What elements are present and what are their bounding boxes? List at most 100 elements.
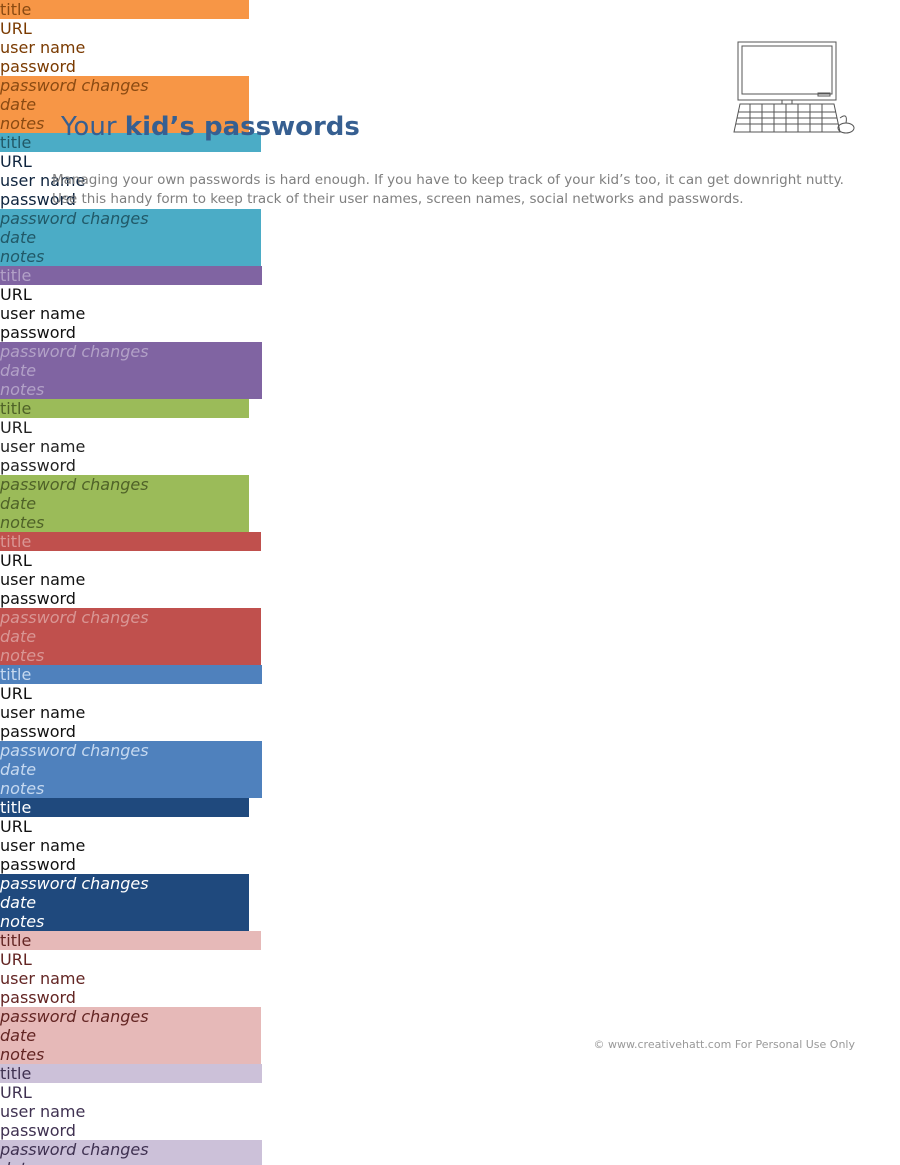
field-label: title bbox=[0, 931, 32, 950]
form-row: URL bbox=[0, 418, 249, 437]
form-row: password bbox=[0, 456, 249, 475]
field-label: user name bbox=[0, 38, 86, 57]
form-row: user name bbox=[0, 836, 249, 855]
field-label: title bbox=[0, 133, 32, 152]
password-card: title URL user name password password change… bbox=[0, 399, 249, 532]
field-label: title bbox=[0, 532, 32, 551]
form-row: URL bbox=[0, 1083, 262, 1102]
field-label: password bbox=[0, 988, 76, 1007]
form-row: password bbox=[0, 722, 262, 741]
field-label: URL bbox=[0, 418, 32, 437]
form-row: title bbox=[0, 133, 261, 152]
field-label: password bbox=[0, 323, 76, 342]
field-label: URL bbox=[0, 950, 32, 969]
field-label: password changes bbox=[0, 1007, 149, 1026]
form-row: title bbox=[0, 532, 261, 551]
link[interactable]: www.creativehatt.com bbox=[608, 1038, 732, 1051]
password-card: title URL user name password password change… bbox=[0, 665, 262, 798]
field-label: URL bbox=[0, 551, 32, 570]
field-label: password bbox=[0, 190, 76, 209]
password-card: title URL user name password password change… bbox=[0, 798, 249, 931]
field-label: password changes bbox=[0, 608, 149, 627]
form-row: user name bbox=[0, 171, 261, 190]
form-row: notes bbox=[0, 114, 249, 133]
password-card: title URL user name password password change… bbox=[0, 0, 249, 133]
field-label: password bbox=[0, 1121, 76, 1140]
form-row: user name bbox=[0, 570, 261, 589]
field-label: notes bbox=[0, 380, 45, 399]
field-label: date bbox=[0, 1026, 37, 1045]
field-label: password changes bbox=[0, 1140, 149, 1159]
form-row: notes bbox=[0, 247, 261, 266]
computer-icon bbox=[733, 41, 855, 134]
password-card: title URL user name password password change… bbox=[0, 1064, 262, 1165]
form-row: user name bbox=[0, 38, 249, 57]
form-row: title bbox=[0, 665, 262, 684]
field-label: user name bbox=[0, 171, 86, 190]
field-label: date bbox=[0, 760, 37, 779]
field-label: URL bbox=[0, 817, 32, 836]
field-label: URL bbox=[0, 152, 32, 171]
field-label: user name bbox=[0, 703, 86, 722]
field-label: notes bbox=[0, 114, 45, 133]
field-label: user name bbox=[0, 437, 86, 456]
field-label: title bbox=[0, 399, 32, 418]
field-label: date bbox=[0, 228, 37, 247]
password-card: title URL user name password password change… bbox=[0, 931, 261, 1064]
form-row: password bbox=[0, 1121, 262, 1140]
form-row: password bbox=[0, 190, 261, 209]
form-row: user name bbox=[0, 969, 261, 988]
field-label: notes bbox=[0, 779, 45, 798]
form-row: title bbox=[0, 266, 262, 285]
field-label: date bbox=[0, 1159, 36, 1165]
field-label: password changes bbox=[0, 76, 149, 95]
field-label: user name bbox=[0, 304, 86, 323]
date-column: date bbox=[0, 494, 249, 513]
form-row: user name bbox=[0, 1102, 262, 1121]
field-label: notes bbox=[0, 646, 45, 665]
form-row: title bbox=[0, 0, 249, 19]
form-row: URL bbox=[0, 285, 262, 304]
field-label: title bbox=[0, 266, 32, 285]
form-row: user name bbox=[0, 304, 262, 323]
form-row: URL bbox=[0, 950, 261, 969]
date-column: date bbox=[0, 361, 262, 380]
field-label: password bbox=[0, 589, 76, 608]
field-label: date bbox=[0, 627, 37, 646]
title-regular: Your bbox=[61, 112, 117, 142]
field-label: URL bbox=[0, 19, 32, 38]
field-label: notes bbox=[0, 513, 45, 532]
footer: © www.creativehatt.com For Personal Use … bbox=[594, 1038, 855, 1051]
date-column: date bbox=[0, 95, 249, 114]
form-row: URL bbox=[0, 152, 261, 171]
field-label: notes bbox=[0, 1045, 45, 1064]
form-row: password bbox=[0, 323, 262, 342]
title-bold: kid’s passwords bbox=[124, 112, 360, 142]
title: Your kid’s passwords bbox=[61, 112, 360, 142]
field-label: password changes bbox=[0, 342, 149, 361]
form-row: password bbox=[0, 57, 249, 76]
field-label: user name bbox=[0, 1102, 86, 1121]
form-row: title bbox=[0, 399, 249, 418]
field-label: date bbox=[0, 95, 37, 114]
form-row: URL bbox=[0, 817, 249, 836]
form-row: notes bbox=[0, 1045, 261, 1064]
field-label: password bbox=[0, 722, 76, 741]
field-label: date bbox=[0, 494, 37, 513]
form-row: notes bbox=[0, 646, 261, 665]
field-label: URL bbox=[0, 1083, 32, 1102]
form-row: user name bbox=[0, 703, 262, 722]
field-label: date bbox=[0, 361, 37, 380]
form-row: title bbox=[0, 1064, 262, 1083]
date-column: date bbox=[0, 893, 249, 912]
intro: Managing your own passwords is hard enou… bbox=[52, 172, 844, 207]
form-row: URL bbox=[0, 684, 262, 703]
